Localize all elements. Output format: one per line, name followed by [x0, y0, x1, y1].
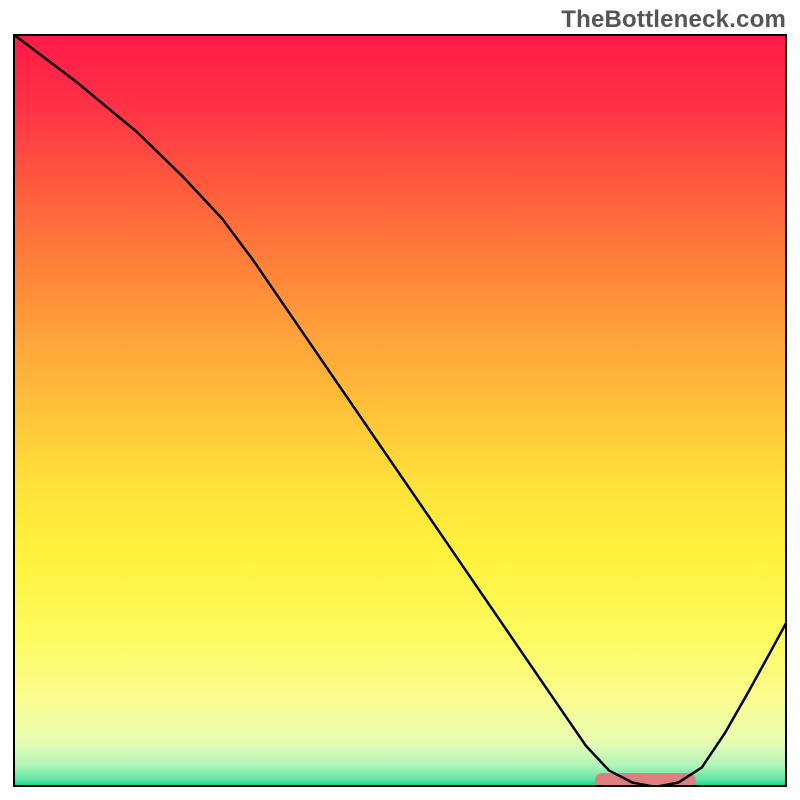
- plot-area: [13, 34, 787, 787]
- chart-container: { "watermark": "TheBottleneck.com", "cha…: [0, 0, 800, 800]
- watermark-text: TheBottleneck.com: [561, 6, 786, 34]
- bottleneck-line-chart: [13, 34, 787, 787]
